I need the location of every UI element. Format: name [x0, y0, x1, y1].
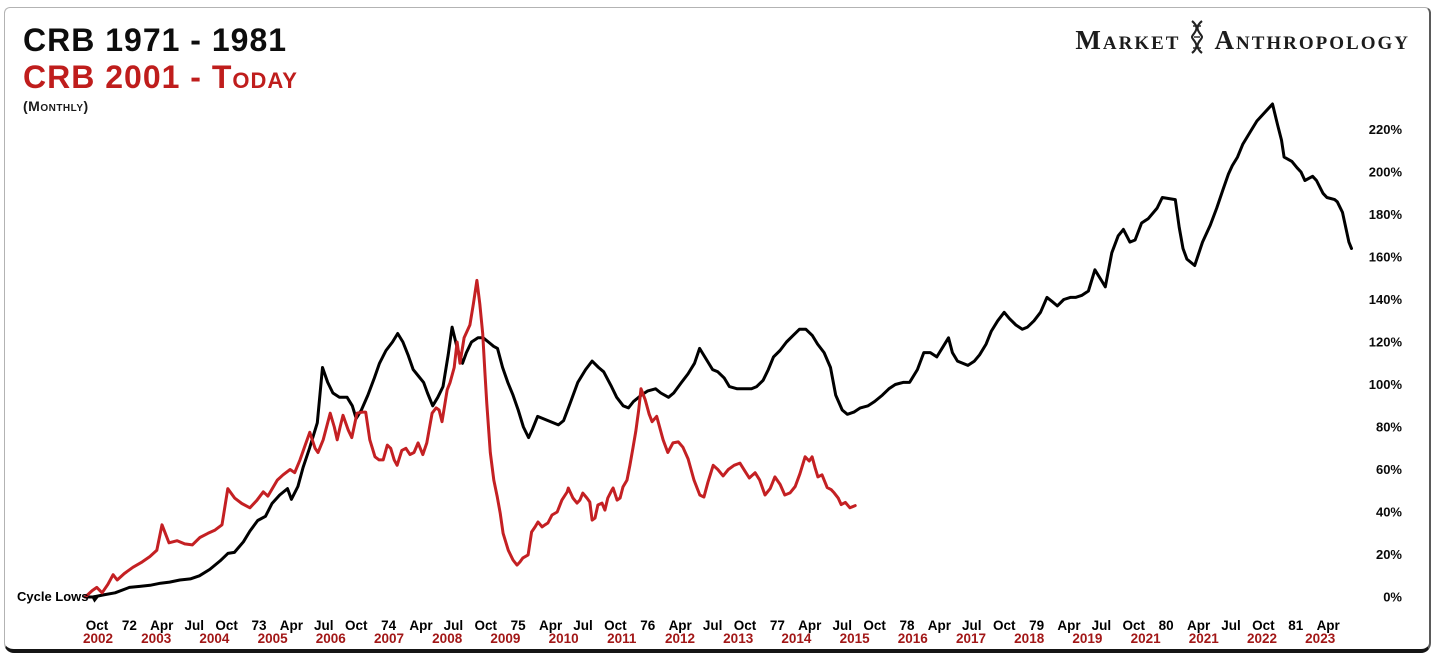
- x-axis-label-2001: 2009: [490, 631, 520, 646]
- x-axis-label-2001: 2004: [199, 631, 230, 646]
- x-axis-label-1971: Apr: [1317, 618, 1341, 633]
- x-axis-label-1971: Apr: [539, 618, 563, 633]
- cycle-lows-annotation: Cycle Lows: [17, 589, 102, 604]
- y-axis-tick-label: 0%: [1383, 590, 1402, 605]
- cycle-lows-arrow-icon: [90, 590, 102, 603]
- dna-helix-icon: [1188, 20, 1206, 61]
- title-block: CRB 1971 - 1981 CRB 2001 - Today (Monthl…: [23, 22, 298, 114]
- crb-2001-today-line: [83, 278, 857, 599]
- x-axis-label-2001: 2008: [432, 631, 463, 646]
- x-axis-label-1971: 76: [640, 618, 656, 633]
- x-axis-label-2001: 2017: [956, 631, 986, 646]
- x-axis-label-2001: 2015: [840, 631, 871, 646]
- chart-title-1971: CRB 1971 - 1981: [23, 22, 288, 58]
- y-axis-tick-label: 160%: [1369, 250, 1403, 265]
- y-axis-tick-label: 80%: [1376, 420, 1402, 435]
- y-axis-tick-label: 200%: [1369, 165, 1403, 180]
- x-axis-label-1971: Apr: [409, 618, 433, 633]
- x-axis-label-1971: Oct: [475, 618, 498, 633]
- x-axis-label-2001: 2002: [83, 631, 113, 646]
- y-axis-tick-label: 60%: [1376, 462, 1402, 477]
- x-axis-label-2001: 2021: [1131, 631, 1162, 646]
- x-axis-label-2001: 2012: [665, 631, 695, 646]
- y-axis-tick-label: 120%: [1369, 335, 1403, 350]
- x-axis-label-2001: 2005: [258, 631, 289, 646]
- logo-word-anthropology: Anthropology: [1214, 25, 1410, 55]
- x-axis-label-1971: Oct: [734, 618, 757, 633]
- x-axis-label-1971: Apr: [928, 618, 952, 633]
- logo-word-market: Market: [1075, 25, 1181, 55]
- x-axis-label-2001: 2013: [723, 631, 754, 646]
- x-axis-label-2001: 2016: [898, 631, 929, 646]
- x-axis-label-1971: 79: [1029, 618, 1044, 633]
- x-axis-label-2001: 2010: [549, 631, 579, 646]
- x-axis-label-2001: 2021: [1189, 631, 1220, 646]
- x-axis-label-1971: Apr: [1057, 618, 1081, 633]
- y-axis-tick-label: 20%: [1376, 547, 1402, 562]
- x-axis-label-1971: Oct: [215, 618, 238, 633]
- x-axis-label-1971: Apr: [150, 618, 174, 633]
- chart-title-2001: CRB 2001 - Today: [23, 58, 298, 95]
- x-axis-label-1971: 74: [381, 618, 397, 633]
- y-axis-tick-label: 140%: [1369, 292, 1403, 307]
- x-axis-label-1971: Jul: [962, 618, 982, 633]
- x-axis-label-1971: 80: [1159, 618, 1174, 633]
- x-axis-label-2001: 2023: [1305, 631, 1336, 646]
- x-axis-label-1971: Oct: [993, 618, 1016, 633]
- x-axis-label-2001: 2022: [1247, 631, 1277, 646]
- x-axis-label-2001: 2003: [141, 631, 172, 646]
- x-axis-label-1971: 75: [511, 618, 527, 633]
- x-axis-label-2001: 2019: [1072, 631, 1102, 646]
- x-axis-label-1971: 81: [1288, 618, 1304, 633]
- x-axis-label-1971: Apr: [280, 618, 304, 633]
- x-axis-label-1971: 73: [251, 618, 267, 633]
- x-axis-label-2001: 2011: [607, 631, 637, 646]
- x-axis-label-1971: 77: [770, 618, 785, 633]
- x-axis-label-1971: Oct: [1123, 618, 1146, 633]
- x-axis-label-1971: Apr: [1187, 618, 1211, 633]
- x-axis-label-2001: 2014: [781, 631, 812, 646]
- x-axis-label-1971: Apr: [798, 618, 822, 633]
- x-axis-label-1971: Jul: [184, 618, 204, 633]
- x-axis-label-1971: 72: [122, 618, 137, 633]
- x-axis-label-1971: Jul: [1092, 618, 1112, 633]
- x-axis-label-2001: 2018: [1014, 631, 1045, 646]
- y-axis-tick-label: 100%: [1369, 377, 1403, 392]
- x-axis-label-1971: Apr: [669, 618, 693, 633]
- x-axis-label-2001: 2007: [374, 631, 404, 646]
- x-axis-label-2001: 2006: [316, 631, 347, 646]
- cycle-lows-label: Cycle Lows: [17, 589, 89, 604]
- x-axis-label-1971: 78: [899, 618, 915, 633]
- x-axis-label-1971: Oct: [604, 618, 627, 633]
- crb-1971-1981-line: [83, 102, 1353, 599]
- x-axis-label-1971: Oct: [863, 618, 886, 633]
- y-axis-tick-label: 180%: [1369, 207, 1403, 222]
- chart-subtitle-monthly: (Monthly): [23, 97, 89, 114]
- market-anthropology-logo: Market Anthropology: [1075, 20, 1410, 61]
- y-axis-tick-label: 220%: [1369, 122, 1403, 137]
- x-axis-label-1971: Jul: [1221, 618, 1241, 633]
- y-axis-tick-label: 40%: [1376, 505, 1402, 520]
- x-axis-label-1971: Jul: [444, 618, 464, 633]
- x-axis-label-1971: Jul: [703, 618, 723, 633]
- x-axis-label-1971: Jul: [573, 618, 593, 633]
- x-axis-label-1971: Jul: [832, 618, 852, 633]
- x-axis-label-1971: Oct: [1252, 618, 1275, 633]
- x-axis-label-1971: Jul: [314, 618, 334, 633]
- x-axis-label-1971: Oct: [86, 618, 109, 633]
- x-axis-label-1971: Oct: [345, 618, 368, 633]
